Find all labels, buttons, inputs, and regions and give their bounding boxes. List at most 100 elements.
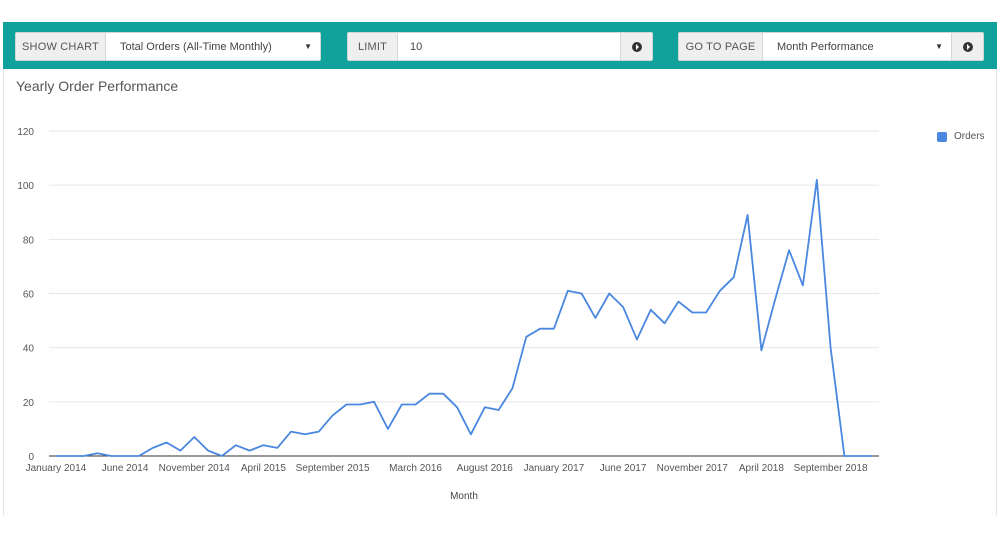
show-chart-selected-value: Total Orders (All-Time Monthly) bbox=[120, 40, 272, 53]
y-tick-label: 40 bbox=[23, 344, 35, 355]
chart-title: Yearly Order Performance bbox=[16, 78, 179, 94]
data-point bbox=[427, 392, 431, 396]
go-to-page-button[interactable] bbox=[951, 33, 983, 60]
x-axis-title: Month bbox=[450, 491, 478, 502]
data-point bbox=[151, 446, 155, 450]
data-point bbox=[344, 403, 348, 407]
data-point bbox=[178, 449, 182, 453]
go-to-page-control: GO TO PAGE Month Performance ▼ bbox=[678, 32, 984, 61]
data-point bbox=[400, 403, 404, 407]
circle-arrow-right-icon bbox=[631, 41, 642, 52]
data-point bbox=[676, 300, 680, 304]
data-point bbox=[483, 405, 487, 409]
y-tick-label: 20 bbox=[23, 398, 35, 409]
toolbar: SHOW CHART Total Orders (All-Time Monthl… bbox=[3, 22, 997, 69]
data-point bbox=[192, 435, 196, 439]
data-point bbox=[289, 430, 293, 434]
data-point bbox=[842, 454, 846, 458]
data-point bbox=[317, 430, 321, 434]
legend-swatch bbox=[937, 131, 947, 142]
x-tick-label: November 2017 bbox=[657, 463, 729, 474]
y-tick-label: 120 bbox=[17, 127, 34, 138]
data-point bbox=[82, 454, 86, 458]
show-chart-label: SHOW CHART bbox=[16, 33, 106, 60]
line-chart: 0 20 40 60 80 100 120 January 2014 June 2014 Nove… bbox=[17, 127, 879, 502]
data-point bbox=[704, 310, 708, 314]
data-point bbox=[137, 454, 141, 458]
data-point bbox=[234, 443, 238, 447]
data-point bbox=[607, 292, 611, 296]
limit-label: LIMIT bbox=[348, 33, 398, 60]
data-point bbox=[870, 454, 874, 458]
data-point bbox=[261, 443, 265, 447]
x-tick-label: January 2017 bbox=[524, 463, 585, 474]
x-tick-label: January 2014 bbox=[26, 463, 87, 474]
data-point bbox=[497, 408, 501, 412]
x-tick-label: August 2016 bbox=[457, 463, 514, 474]
data-point bbox=[331, 413, 335, 417]
data-point bbox=[358, 403, 362, 407]
y-tick-label: 0 bbox=[28, 452, 34, 463]
data-point bbox=[566, 289, 570, 293]
data-point bbox=[593, 316, 597, 320]
go-to-page-selected-value: Month Performance bbox=[777, 40, 874, 53]
data-point bbox=[54, 454, 58, 458]
y-tick-label: 100 bbox=[17, 181, 34, 192]
show-chart-select[interactable]: Total Orders (All-Time Monthly) ▼ bbox=[106, 33, 320, 60]
data-point bbox=[746, 213, 750, 217]
data-point bbox=[206, 449, 210, 453]
y-tick-label: 80 bbox=[23, 235, 35, 246]
data-point bbox=[649, 308, 653, 312]
data-point bbox=[552, 327, 556, 331]
x-tick-label: November 2014 bbox=[159, 463, 231, 474]
data-point bbox=[275, 446, 279, 450]
limit-go-button[interactable] bbox=[620, 33, 652, 60]
chart-legend[interactable]: Orders bbox=[937, 131, 985, 142]
x-tick-label: March 2016 bbox=[389, 463, 442, 474]
data-point bbox=[123, 454, 127, 458]
go-to-page-label: GO TO PAGE bbox=[679, 33, 763, 60]
chart-panel: Yearly Order Performance 0 20 40 60 80 100 120… bbox=[3, 69, 997, 515]
data-point bbox=[165, 440, 169, 444]
show-chart-control: SHOW CHART Total Orders (All-Time Monthl… bbox=[15, 32, 321, 61]
data-point bbox=[829, 346, 833, 350]
data-point bbox=[414, 403, 418, 407]
x-tick-label: June 2017 bbox=[600, 463, 647, 474]
data-point bbox=[621, 305, 625, 309]
data-point bbox=[718, 289, 722, 293]
legend-label-orders: Orders bbox=[954, 131, 985, 142]
x-tick-label: September 2015 bbox=[296, 463, 370, 474]
data-point bbox=[372, 400, 376, 404]
data-point bbox=[580, 292, 584, 296]
data-point bbox=[469, 432, 473, 436]
x-tick-label: June 2014 bbox=[102, 463, 149, 474]
data-point bbox=[524, 335, 528, 339]
go-to-page-select[interactable]: Month Performance ▼ bbox=[763, 33, 951, 60]
data-point bbox=[538, 327, 542, 331]
x-tick-label: April 2018 bbox=[739, 463, 784, 474]
data-point bbox=[248, 449, 252, 453]
data-point bbox=[455, 405, 459, 409]
caret-down-icon: ▼ bbox=[304, 42, 312, 51]
data-point bbox=[386, 427, 390, 431]
data-point bbox=[510, 386, 514, 390]
data-point bbox=[95, 451, 99, 455]
data-point bbox=[109, 454, 113, 458]
y-tick-label: 60 bbox=[23, 290, 35, 301]
series-line-orders bbox=[55, 178, 873, 457]
x-tick-label: September 2018 bbox=[794, 463, 868, 474]
data-point bbox=[220, 454, 224, 458]
data-point bbox=[759, 348, 763, 352]
data-point bbox=[815, 178, 819, 182]
circle-arrow-right-icon bbox=[962, 41, 973, 52]
limit-control: LIMIT bbox=[347, 32, 653, 61]
data-point bbox=[732, 275, 736, 279]
limit-input[interactable] bbox=[398, 33, 620, 60]
data-point bbox=[801, 283, 805, 287]
x-tick-label: April 2015 bbox=[241, 463, 286, 474]
data-point bbox=[303, 432, 307, 436]
data-point bbox=[787, 248, 791, 252]
data-point bbox=[856, 454, 860, 458]
data-point bbox=[441, 392, 445, 396]
